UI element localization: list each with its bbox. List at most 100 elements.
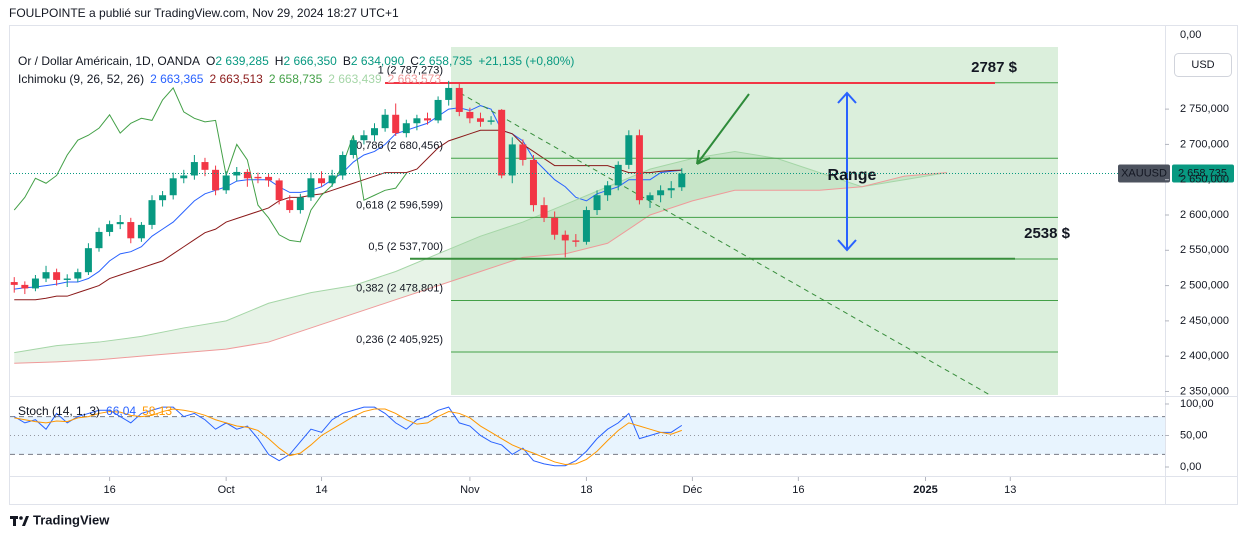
ichimoku-line	[14, 172, 947, 364]
price-tag-label: 2 658,735	[1178, 167, 1227, 179]
legend-value: 2 663,365	[150, 72, 204, 86]
candle-body	[275, 180, 283, 201]
range-arrow	[837, 91, 857, 252]
candle-body	[646, 195, 654, 201]
candle-body	[349, 140, 357, 155]
range-label: Range	[828, 167, 877, 184]
y-tick-label: 2 500,000	[1180, 279, 1229, 291]
hint-arrow	[696, 93, 750, 165]
fib-label: 0,236 (2 405,925)	[356, 334, 443, 346]
legend-title: Stoch (14, 1, 3)	[18, 404, 100, 418]
candle-body	[127, 222, 135, 239]
candle-body	[233, 171, 241, 176]
x-tick-label: 14	[315, 484, 327, 496]
candle-body	[212, 169, 220, 191]
candle-body	[254, 176, 262, 179]
ichimoku-legend: Ichimoku (9, 26, 52, 26) 2 663,365 2 663,5…	[18, 72, 441, 86]
candle-body	[445, 87, 453, 100]
price-level-label: 2538 $	[1024, 225, 1071, 242]
legend-key: C	[410, 54, 419, 68]
candle-body	[476, 118, 484, 122]
price-tag	[1172, 164, 1234, 183]
legend-value: 2 639,285	[215, 54, 269, 68]
candle-body	[21, 284, 29, 289]
ichimoku-line	[14, 129, 682, 301]
candle-body	[63, 278, 71, 280]
fib-label: 1 (2 787,273)	[378, 65, 443, 77]
y-tick-label: 0,00	[1180, 461, 1201, 473]
legend-change: +21,135 (+0,80%)	[478, 54, 574, 68]
currency-button[interactable]	[1174, 53, 1232, 77]
y-tick-label: 2 350,000	[1180, 385, 1229, 397]
candle-body	[190, 162, 198, 176]
candle-body	[116, 222, 124, 225]
price-level-label: 2787 $	[971, 59, 1018, 76]
candle-body	[95, 231, 103, 249]
candle-body	[582, 210, 590, 242]
candle-body	[667, 188, 675, 191]
x-tick-label: Oct	[218, 484, 235, 496]
ichimoku-line	[14, 150, 947, 354]
legend-key: H	[275, 54, 284, 68]
candle-body	[371, 128, 379, 136]
candle-body	[307, 178, 315, 198]
candle-body	[540, 205, 548, 218]
x-tick-label: 16	[792, 484, 804, 496]
legend-key: B	[343, 54, 351, 68]
ichimoku-line	[14, 105, 682, 290]
candle-body	[392, 114, 400, 134]
candle-body	[498, 109, 506, 176]
x-tick-label: 18	[580, 484, 592, 496]
candle-body	[455, 87, 463, 112]
legend-value: 2 634,090	[351, 54, 405, 68]
candle-body	[402, 123, 410, 134]
x-tick-label: 13	[1004, 484, 1016, 496]
ichimoku-cloud	[14, 151, 947, 364]
legend-value: 2 658,735	[269, 72, 323, 86]
candle-body	[466, 111, 474, 119]
legend-value: 2 666,350	[283, 54, 337, 68]
x-tick-label: Nov	[460, 484, 480, 496]
candle-body	[434, 99, 442, 121]
symbol-tag-label: XAUUSD	[1121, 167, 1167, 179]
candle-body	[243, 171, 251, 179]
x-tick-label: 16	[103, 484, 115, 496]
stoch-band	[10, 416, 1165, 455]
candle-body	[84, 248, 92, 273]
candle-body	[487, 120, 495, 122]
candle-body	[169, 178, 177, 196]
candle-body	[635, 135, 643, 201]
fib-label: 0,382 (2 478,801)	[356, 282, 443, 294]
candle-body	[201, 162, 209, 170]
candle-body	[74, 272, 82, 279]
candle-body	[604, 185, 612, 196]
candle-body	[286, 200, 294, 211]
top-axis-label: 0,00	[1180, 29, 1201, 41]
candle-body	[561, 234, 569, 241]
x-tick-label: 2025	[913, 484, 937, 496]
fib-label: 0,618 (2 596,599)	[356, 199, 443, 211]
candle-body	[625, 135, 633, 165]
candle-body	[180, 175, 188, 179]
tv-logo	[10, 516, 29, 526]
chart-frame	[9, 25, 1238, 505]
legend-title: Or / Dollar Américain, 1D, OANDA	[18, 54, 200, 68]
candle-body	[222, 175, 230, 191]
currency-label[interactable]: USD	[1191, 59, 1214, 71]
candle-body	[360, 135, 368, 141]
y-tick-label: 2 700,000	[1180, 138, 1229, 150]
legend-title: Ichimoku (9, 26, 52, 26)	[18, 72, 144, 86]
trend-line	[459, 92, 991, 396]
legend-value: 58,13	[142, 404, 172, 418]
legend-value: 66,04	[106, 404, 136, 418]
legend-value: 2 663,573	[388, 72, 442, 86]
y-tick-label: 2 600,000	[1180, 209, 1229, 221]
y-tick-label: 50,00	[1180, 429, 1208, 441]
stoch-line	[13, 406, 683, 467]
candle-body	[413, 118, 421, 124]
candle-body	[265, 176, 273, 181]
footer-brand: TradingView	[33, 512, 110, 527]
y-tick-label: 2 400,000	[1180, 350, 1229, 362]
candle-body	[42, 272, 50, 279]
